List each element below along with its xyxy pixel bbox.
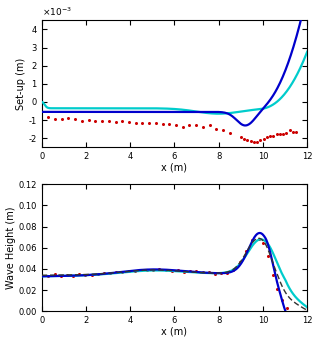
Y-axis label: Set-up (m): Set-up (m) (16, 58, 26, 110)
Text: $\times10^{-3}$: $\times10^{-3}$ (42, 5, 72, 18)
Y-axis label: Wave Height (m): Wave Height (m) (5, 207, 16, 289)
X-axis label: x (m): x (m) (162, 162, 187, 172)
X-axis label: x (m): x (m) (162, 327, 187, 337)
